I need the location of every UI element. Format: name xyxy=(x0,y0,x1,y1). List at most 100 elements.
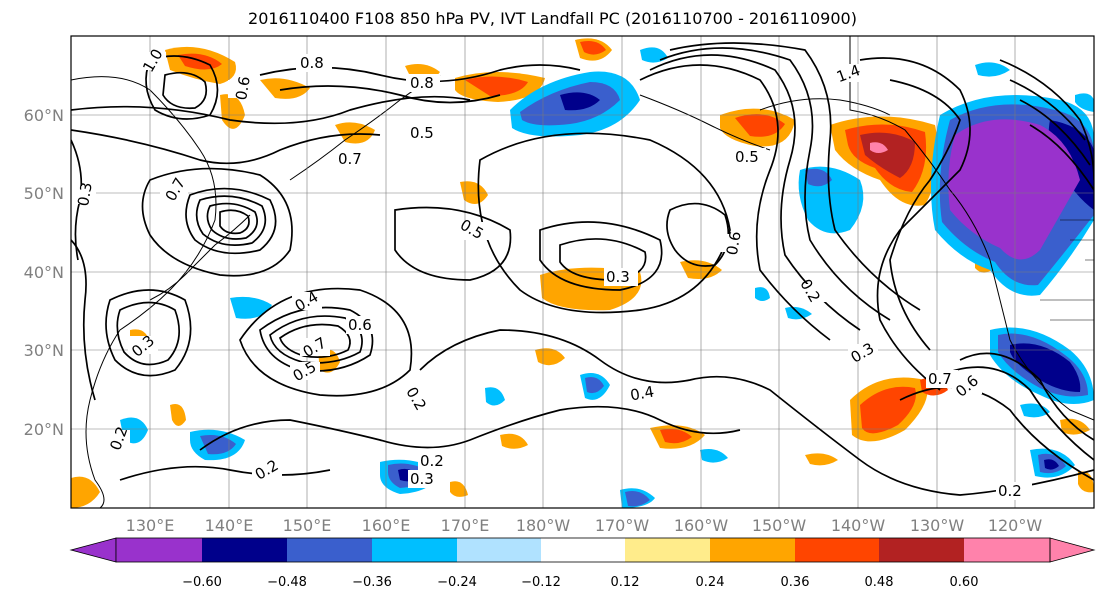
contour-line xyxy=(649,54,861,331)
neg-blob xyxy=(485,387,505,406)
contour-line xyxy=(71,129,381,165)
lat-label: 50°N xyxy=(24,184,64,203)
lat-labels: 60°N 50°N 40°N 30°N 20°N xyxy=(24,106,64,439)
colorbar-tick-label: −0.12 xyxy=(521,575,561,590)
neg-blob xyxy=(975,62,1010,77)
lon-label: 170°W xyxy=(595,516,650,535)
contour-label: 0.6 xyxy=(723,230,745,257)
contour-label: 0.8 xyxy=(410,74,434,92)
pos-blob xyxy=(580,41,606,55)
japan-coastline xyxy=(149,214,251,301)
colorbar-tick-label: 0.48 xyxy=(865,575,894,590)
neg-blob xyxy=(560,92,600,111)
pos-blob xyxy=(735,114,785,137)
neg-blob xyxy=(625,491,650,507)
colorbar-segment xyxy=(202,538,287,562)
contour-line xyxy=(116,301,181,366)
contour-label: 0.6 xyxy=(232,75,254,102)
colorbar-tick-label: −0.36 xyxy=(352,575,392,590)
alaska-coastline xyxy=(759,98,891,116)
neg-blob xyxy=(1075,93,1094,112)
contour-line xyxy=(185,187,277,255)
colorbar-segment xyxy=(964,538,1050,562)
colorbar-tick-label: 0.60 xyxy=(950,575,979,590)
colorbar-tick-label: 0.36 xyxy=(781,575,810,590)
neg-blob xyxy=(585,377,604,394)
lon-label: 130°E xyxy=(126,516,175,535)
pos-blob xyxy=(870,142,888,153)
contour-line xyxy=(269,315,363,364)
colorbar-extend-high xyxy=(1049,537,1096,563)
lat-label: 30°N xyxy=(24,341,64,360)
contour-line xyxy=(659,47,891,321)
contour-line xyxy=(141,167,293,277)
colorbar-segment xyxy=(879,538,964,562)
neg-blob xyxy=(700,449,728,463)
neg-blob xyxy=(1044,459,1059,470)
neg-blob xyxy=(230,296,272,319)
lat-label: 20°N xyxy=(24,420,64,439)
aleutian-coastline xyxy=(639,94,771,151)
map-title: 2016110400 F108 850 hPa PV, IVT Landfall… xyxy=(248,9,857,28)
contour-line xyxy=(1009,79,1086,141)
contour-label: 0.2 xyxy=(998,482,1022,500)
contour-line xyxy=(859,57,971,391)
pos-blob xyxy=(220,94,245,129)
lon-label: 180°W xyxy=(516,516,571,535)
colorbar-extend-low xyxy=(69,537,117,563)
colorbar-tick-label: 0.12 xyxy=(611,575,640,590)
contour-label: 0.7 xyxy=(928,370,952,388)
colorbar-tick-label: −0.24 xyxy=(437,575,477,590)
colorbar-segment xyxy=(795,538,879,562)
lon-label: 140°W xyxy=(831,516,886,535)
pos-blob xyxy=(450,481,468,497)
lon-label: 120°W xyxy=(988,516,1043,535)
lon-label: 130°W xyxy=(910,516,965,535)
contour-line xyxy=(639,64,831,341)
contour-line xyxy=(899,386,1094,481)
contour-label: 0.2 xyxy=(420,452,444,470)
colorbar-segment xyxy=(287,538,372,562)
lon-label: 150°W xyxy=(752,516,807,535)
pos-blob xyxy=(465,76,528,96)
lon-label: 150°E xyxy=(283,516,332,535)
pos-blob xyxy=(660,428,692,444)
contour-labels: 1.0 0.8 0.8 0.7 0.5 0.5 0.5 0.3 0.3 0.4 … xyxy=(71,46,1032,500)
colorbar-segment xyxy=(541,538,625,562)
pos-blob xyxy=(170,404,186,426)
lat-label: 40°N xyxy=(24,263,64,282)
contour-line xyxy=(959,352,1094,441)
colorbar-tick-label: −0.48 xyxy=(267,575,307,590)
contour-line xyxy=(195,195,267,246)
map-plot-area: 1.0 0.8 0.8 0.7 0.5 0.5 0.5 0.3 0.3 0.4 … xyxy=(71,36,1094,508)
colorbar-segment xyxy=(457,538,541,562)
contour-line xyxy=(394,206,512,281)
lon-label: 170°E xyxy=(441,516,490,535)
contour-line xyxy=(889,79,961,351)
contour-line xyxy=(71,239,96,401)
contour-label: 0.4 xyxy=(629,383,656,405)
lat-label: 60°N xyxy=(24,106,64,125)
contour-line xyxy=(419,329,1094,496)
contour-line xyxy=(199,405,741,451)
na-coastline xyxy=(849,36,1094,421)
lon-label: 160°E xyxy=(362,516,411,535)
colorbar-tick-label: 0.24 xyxy=(696,575,725,590)
neg-blob xyxy=(755,287,770,301)
neg-blob xyxy=(200,435,236,455)
contour-line xyxy=(278,323,351,358)
contour-line xyxy=(105,289,192,377)
contour-label: 0.7 xyxy=(338,150,362,168)
contour-line xyxy=(669,42,921,311)
colorbar-segment xyxy=(710,538,795,562)
neg-blob xyxy=(948,119,1080,260)
contour-line xyxy=(279,85,501,104)
contour-line xyxy=(929,366,1094,461)
contour-line xyxy=(206,202,258,240)
colorbar-tick-label: −0.60 xyxy=(182,575,222,590)
contour-line xyxy=(559,238,647,281)
colorbar-segment xyxy=(372,538,457,562)
contour-line xyxy=(1029,124,1094,191)
colorbar-segment xyxy=(625,538,710,562)
